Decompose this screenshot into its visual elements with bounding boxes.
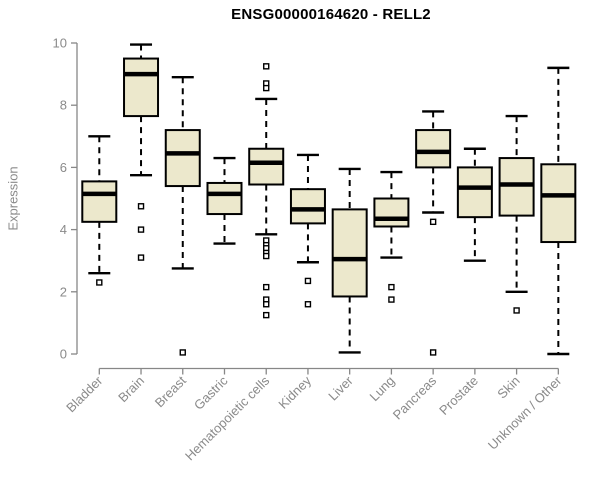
x-tick-label: Pancreas: [390, 373, 440, 423]
outlier-point: [263, 283, 270, 291]
iqr-box: [373, 197, 410, 228]
box-hematopoietic-cells: [248, 63, 285, 319]
box-breast: [164, 76, 201, 356]
iqr-box: [540, 163, 577, 244]
x-tick-label: Unknown / Other: [485, 373, 565, 453]
outlier-point: [263, 63, 270, 70]
iqr-box: [81, 180, 118, 223]
x-tick-label: Kidney: [275, 373, 314, 412]
box-kidney: [289, 153, 326, 308]
y-tick-label: 4: [60, 222, 67, 237]
outlier-point: [388, 283, 395, 291]
x-tick-label: Liver: [325, 373, 356, 404]
iqr-box: [331, 208, 368, 298]
y-tick-label: 6: [60, 160, 67, 175]
outlier-point: [304, 301, 312, 308]
iqr-box: [206, 181, 243, 216]
x-tick-label: Breast: [152, 373, 189, 410]
y-tick-label: 0: [60, 347, 67, 362]
iqr-box: [498, 157, 535, 217]
outlier-point: [263, 301, 270, 308]
outlier-point: [263, 311, 270, 319]
y-tick-label: 2: [60, 284, 67, 299]
outlier-point: [263, 252, 270, 260]
outlier-point: [137, 254, 145, 261]
outlier-point: [304, 277, 312, 285]
box-brain: [123, 43, 160, 261]
outlier-point: [263, 84, 270, 92]
box-skin: [498, 114, 535, 314]
iqr-box: [415, 129, 452, 169]
box-prostate: [456, 147, 493, 262]
outlier-point: [179, 349, 186, 356]
outlier-point: [137, 203, 145, 210]
box-lung: [373, 170, 410, 303]
outlier-point: [96, 279, 103, 286]
outlier-point: [513, 307, 520, 314]
x-tick-label: Lung: [366, 373, 397, 404]
x-tick-label: Bladder: [63, 373, 106, 416]
iqr-box: [248, 147, 285, 186]
box-gastric: [206, 156, 243, 245]
outlier-point: [137, 226, 145, 233]
outlier-point: [388, 296, 395, 303]
y-tick-label: 10: [53, 36, 67, 51]
chart-title: ENSG00000164620 - RELL2: [231, 6, 431, 23]
box-unknown-other: [540, 66, 577, 356]
y-tick-label: 8: [60, 98, 67, 113]
box-bladder: [81, 135, 118, 286]
box-liver: [331, 167, 368, 354]
box-pancreas: [415, 110, 452, 356]
x-tick-label: Gastric: [191, 373, 231, 413]
iqr-box: [456, 166, 493, 219]
x-tick-label: Brain: [115, 373, 147, 405]
iqr-box: [289, 188, 326, 225]
iqr-box: [164, 129, 201, 188]
iqr-box: [123, 57, 160, 118]
x-tick-label: Skin: [494, 373, 522, 401]
outlier-point: [429, 218, 437, 226]
x-tick-label: Prostate: [436, 373, 481, 418]
outlier-point: [429, 349, 437, 356]
